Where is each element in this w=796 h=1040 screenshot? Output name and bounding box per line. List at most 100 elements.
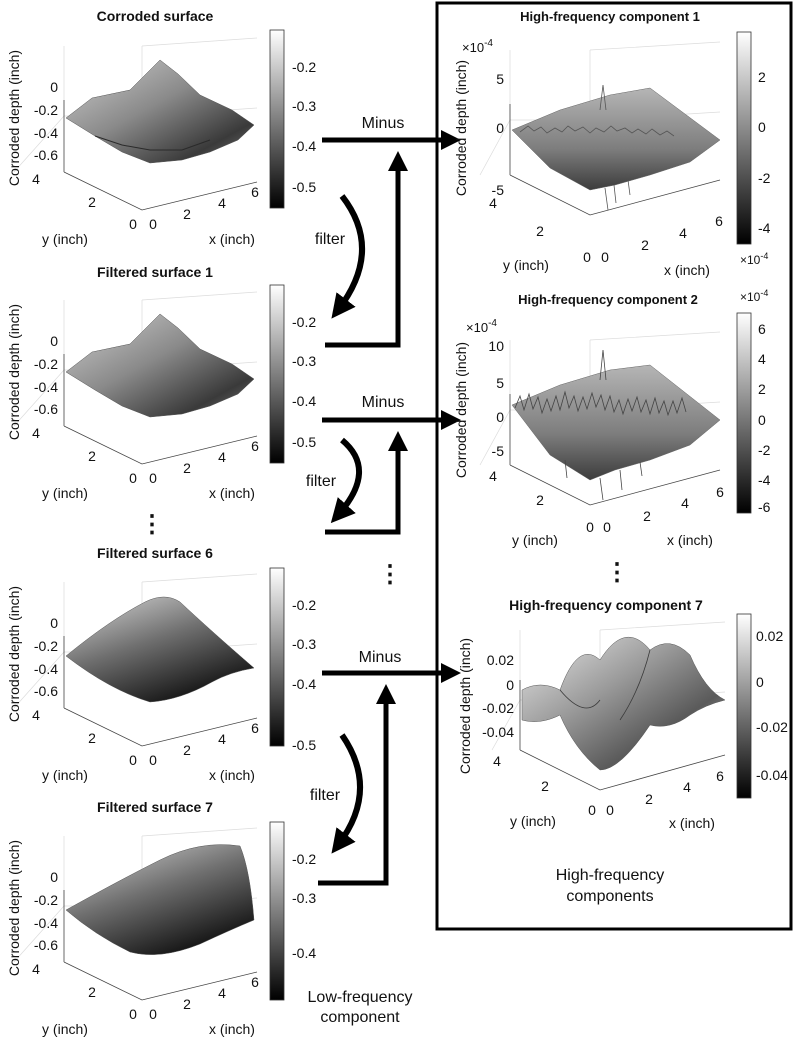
colorbar-tick: -0.4 <box>292 393 316 409</box>
z-axis-label: Corroded depth (inch) <box>457 638 473 774</box>
x-tick: 6 <box>251 184 259 200</box>
panel-high-frequency-2: High-frequency component 2 ×10-4 ×10-4 1… <box>453 288 771 548</box>
panel-filtered-surface-1: Filtered surface 1 0 -0.2 -0.4 -0.6 4 2 … <box>6 264 316 501</box>
z-tick: -0.6 <box>34 937 58 953</box>
surface-plot <box>65 313 255 418</box>
x-axis-label: x (inch) <box>209 231 255 247</box>
z-axis-label: Corroded depth (inch) <box>453 60 469 196</box>
colorbar-tick: -0.04 <box>756 767 788 783</box>
panel-title: High-frequency component 2 <box>518 292 698 307</box>
z-tick: -5 <box>492 443 505 459</box>
colorbar-tick: -0.4 <box>292 676 316 692</box>
x-tick: 6 <box>715 213 723 229</box>
low-frequency-label-line1: Low-frequency <box>308 989 413 1006</box>
y-tick: 0 <box>129 752 137 768</box>
panel-corroded-surface: Corroded surface 0 -0.2 -0.4 -0.6 4 2 0 … <box>6 8 316 247</box>
surface-plot <box>65 596 255 703</box>
y-tick: 4 <box>32 425 40 441</box>
z-tick: -0.4 <box>34 379 58 395</box>
colorbar-exponent: ×10-4 <box>740 251 768 267</box>
surface-plot <box>511 87 721 191</box>
x-axis-label: x (inch) <box>664 262 710 278</box>
colorbar-tick: -0.3 <box>292 98 316 114</box>
z-tick: 0 <box>50 615 58 631</box>
panel-filtered-surface-6: Filtered surface 6 0 -0.2 -0.4 -0.6 4 2 … <box>6 545 316 783</box>
filter-label-1: filter <box>315 231 346 248</box>
z-tick: 0 <box>496 409 504 425</box>
y-axis-label: y (inch) <box>510 813 556 829</box>
z-tick: 5 <box>496 71 504 87</box>
z-tick: -5 <box>492 182 505 198</box>
y-axis-label: y (inch) <box>42 767 88 783</box>
y-axis-label: y (inch) <box>503 257 549 273</box>
y-tick: 4 <box>489 195 497 211</box>
surface-plot <box>521 636 726 771</box>
z-tick: -0.6 <box>34 147 58 163</box>
colorbar-tick: -0.3 <box>292 353 316 369</box>
ellipsis-left: ⋮ <box>140 511 164 538</box>
colorbar-tick: -0.02 <box>756 719 788 735</box>
panel-high-frequency-7: High-frequency component 7 0.02 0 -0.02 … <box>457 597 788 831</box>
x-axis-label: x (inch) <box>667 532 713 548</box>
colorbar-tick: -0.4 <box>292 138 316 154</box>
z-tick: -0.2 <box>34 102 58 118</box>
z-axis-label: Corroded depth (inch) <box>453 342 469 478</box>
feedback-arrow-1 <box>325 151 408 348</box>
colorbar-tick: 2 <box>758 381 766 397</box>
x-tick: 2 <box>645 791 653 807</box>
x-axis-label: x (inch) <box>209 485 255 501</box>
panel-title: High-frequency component 7 <box>509 597 703 613</box>
x-tick: 0 <box>601 249 609 265</box>
colorbar <box>269 284 285 464</box>
colorbar-tick: -0.3 <box>292 890 316 906</box>
colorbar-tick: -2 <box>758 170 771 186</box>
filter-arrow-1 <box>331 194 365 319</box>
x-tick: 6 <box>251 438 259 454</box>
x-tick: 4 <box>218 449 226 465</box>
z-tick: 0.02 <box>487 652 514 668</box>
z-tick: -0.2 <box>34 892 58 908</box>
y-tick: 2 <box>536 223 544 239</box>
y-tick: 0 <box>129 470 137 486</box>
y-tick: 4 <box>489 468 497 484</box>
colorbar-exponent: ×10-4 <box>740 288 768 304</box>
colorbar-tick: 4 <box>758 351 766 367</box>
panel-title: Filtered surface 7 <box>97 799 213 815</box>
colorbar-tick: 6 <box>758 321 766 337</box>
colorbar-tick: -0.5 <box>292 179 316 195</box>
filter-label-3: filter <box>310 787 341 804</box>
y-axis-label: y (inch) <box>512 532 558 548</box>
z-tick: -0.6 <box>34 683 58 699</box>
colorbar-tick: 0 <box>758 119 766 135</box>
z-tick: 0 <box>50 869 58 885</box>
y-axis-label: y (inch) <box>42 485 88 501</box>
ellipsis-middle: ⋮ <box>378 561 402 588</box>
colorbar-tick: -4 <box>758 472 771 488</box>
y-tick: 0 <box>583 249 591 265</box>
z-tick: 0 <box>50 333 58 349</box>
colorbar-tick: -0.5 <box>292 737 316 753</box>
z-tick: 5 <box>496 375 504 391</box>
x-axis-label: x (inch) <box>209 1021 255 1037</box>
y-tick: 0 <box>129 216 137 232</box>
y-tick: 2 <box>88 194 96 210</box>
colorbar <box>269 567 285 747</box>
surface-plot <box>511 364 721 481</box>
z-tick: -0.4 <box>34 661 58 677</box>
colorbar-tick: 0 <box>758 412 766 428</box>
y-tick: 2 <box>88 448 96 464</box>
ellipsis-right: ⋮ <box>605 559 629 586</box>
x-tick: 0 <box>149 216 157 232</box>
high-frequency-label-line1: High-frequency <box>556 867 665 884</box>
colorbar-tick: 0.02 <box>756 628 783 644</box>
x-tick: 4 <box>683 779 691 795</box>
x-tick: 4 <box>218 195 226 211</box>
colorbar <box>269 821 285 1001</box>
feedback-arrow-2 <box>325 431 408 535</box>
z-axis-label: Corroded depth (inch) <box>6 840 22 976</box>
colorbar <box>736 613 752 799</box>
colorbar-tick: -4 <box>758 220 771 236</box>
y-axis-label: y (inch) <box>42 231 88 247</box>
z-tick: -0.02 <box>482 700 514 716</box>
z-axis-label: Corroded depth (inch) <box>6 50 22 186</box>
